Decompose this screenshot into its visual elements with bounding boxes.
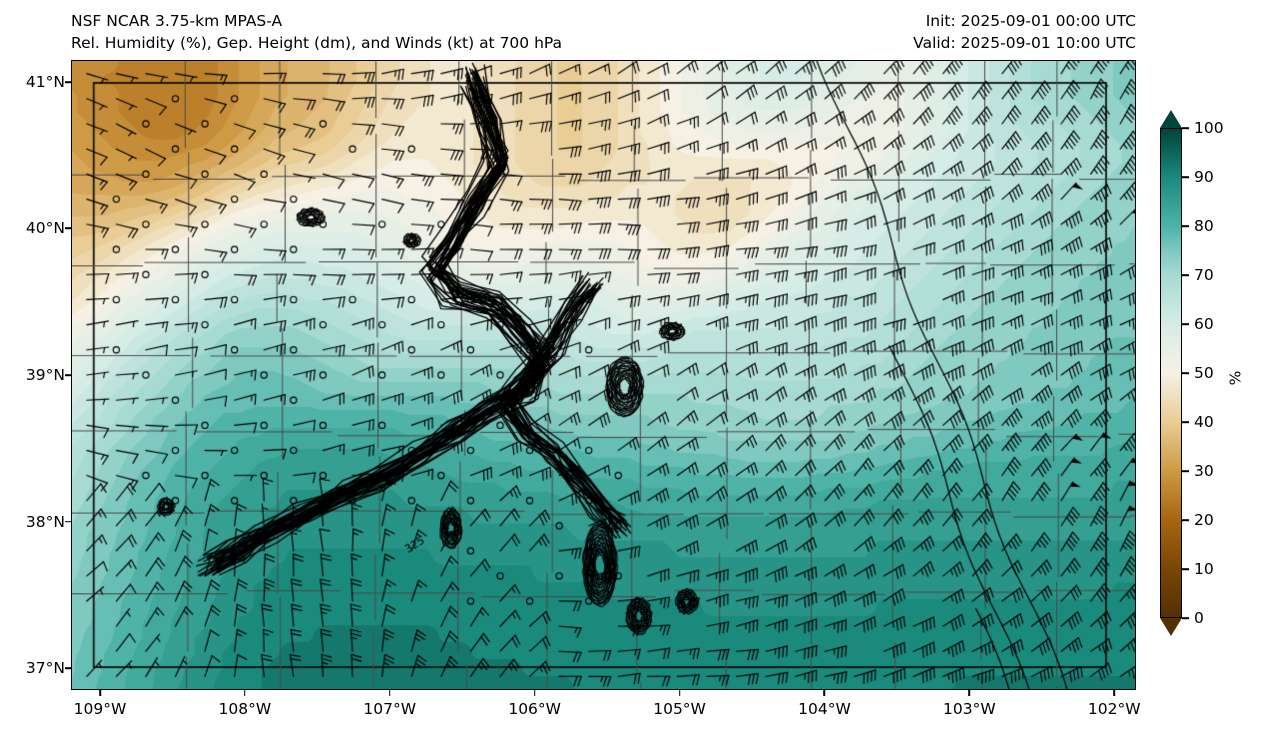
colorbar-tick-label: 0	[1194, 609, 1204, 627]
x-axis-tick	[533, 690, 536, 696]
colorbar-tick-label: 30	[1194, 462, 1214, 480]
colorbar-tick	[1182, 421, 1189, 423]
colorbar-extend-max-arrow	[1160, 110, 1182, 128]
model-title: NSF NCAR 3.75-km MPAS-A	[71, 12, 283, 30]
colorbar-tick	[1182, 470, 1189, 472]
header-right: Init: 2025-09-01 00:00 UTC Valid: 2025-0…	[913, 10, 1136, 54]
colorbar-tick	[1182, 274, 1189, 276]
colorbar-tick	[1182, 519, 1189, 521]
x-axis-tick	[678, 690, 681, 696]
y-axis-tick	[65, 227, 71, 230]
colorbar-tick-label: 50	[1194, 364, 1214, 382]
x-axis-tick	[1113, 690, 1116, 696]
x-axis-tick-label: 106°W	[508, 700, 562, 718]
header-left: NSF NCAR 3.75-km MPAS-A Rel. Humidity (%…	[71, 10, 562, 54]
colorbar-tick	[1182, 568, 1189, 570]
colorbar	[1160, 110, 1182, 636]
colorbar-tick	[1182, 176, 1189, 178]
y-axis-tick	[65, 520, 71, 523]
y-axis-tick	[65, 81, 71, 83]
x-axis-tick	[388, 690, 391, 696]
colorbar-gradient	[1160, 128, 1182, 618]
colorbar-tick-label: 100	[1194, 119, 1224, 137]
x-axis-tick-label: 104°W	[798, 700, 851, 718]
x-axis-tick-label: 107°W	[363, 700, 417, 718]
x-axis-tick	[99, 690, 101, 696]
y-axis-tick-label: 39°N	[25, 366, 65, 384]
colorbar-tick-label: 70	[1194, 266, 1214, 284]
colorbar-tick	[1182, 323, 1189, 325]
colorbar-tick	[1182, 127, 1189, 129]
x-axis-tick-label: 102°W	[1087, 700, 1141, 718]
x-axis-tick-label: 105°W	[653, 700, 706, 718]
x-axis-tick	[823, 690, 826, 696]
colorbar-tick	[1182, 617, 1189, 619]
x-axis-tick-label: 109°W	[73, 700, 127, 718]
colorbar-extend-min-arrow	[1160, 618, 1182, 636]
colorbar-tick-label: 60	[1194, 315, 1214, 333]
y-axis-tick-label: 40°N	[25, 219, 65, 238]
y-axis-tick-label: 38°N	[25, 512, 65, 531]
colorbar-unit-label: %	[1226, 370, 1245, 386]
y-axis-tick	[65, 667, 71, 669]
valid-time-label: Valid: 2025-09-01 10:00 UTC	[913, 34, 1136, 52]
y-axis-tick-label: 41°N	[25, 72, 65, 91]
y-axis-tick-label: 37°N	[25, 659, 65, 678]
x-axis-tick-label: 108°W	[218, 700, 272, 718]
field-subtitle: Rel. Humidity (%), Gep. Height (dm), and…	[71, 34, 563, 52]
colorbar-tick	[1182, 225, 1189, 227]
relative-humidity-map-canvas	[72, 61, 1135, 689]
init-time-label: Init: 2025-09-01 00:00 UTC	[925, 12, 1136, 30]
y-axis-tick	[65, 374, 71, 376]
colorbar-tick-label: 10	[1194, 560, 1214, 578]
x-axis-tick	[968, 690, 971, 696]
x-axis-tick-label: 103°W	[943, 700, 996, 718]
colorbar-tick-label: 40	[1194, 413, 1214, 431]
colorbar-tick-label: 20	[1194, 511, 1214, 529]
map-plot-area	[71, 60, 1136, 690]
x-axis-tick	[244, 690, 246, 696]
colorbar-tick	[1182, 372, 1189, 374]
colorbar-tick-label: 90	[1194, 168, 1214, 186]
colorbar-tick-label: 80	[1194, 217, 1214, 235]
